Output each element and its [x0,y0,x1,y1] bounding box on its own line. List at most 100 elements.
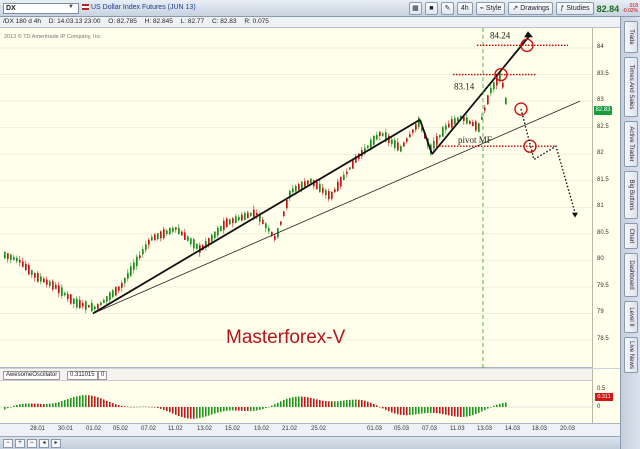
oscillator-bar [67,399,69,407]
candle-body [145,244,147,250]
zoom-out-icon[interactable]: − [3,439,13,448]
right-sidebar: Trade Times And Sales Active Trader Big But… [620,17,640,449]
candle-body [499,71,501,81]
candle-body [151,237,153,241]
drawings-label: Drawings [520,5,550,12]
oscillator-bar [391,407,393,413]
oscillator-bar [55,402,57,407]
oscillator-bar [211,407,213,415]
style-button[interactable]: ⌁ Style [475,2,506,15]
candle-body [70,294,72,304]
oscillator-bar [91,395,93,407]
oscillator-bar [79,395,81,407]
candle-body [103,299,105,303]
price-tick: 84 [597,44,604,50]
grid-icon[interactable]: ▦ [408,2,422,15]
interval-button[interactable]: 4h [456,2,473,15]
candle-body [487,95,489,105]
oscillator-bar [127,406,129,408]
candle-body [61,287,63,296]
oscillator-panel[interactable] [0,381,592,423]
oscillator-bar [490,407,492,408]
oscillator-bar [499,403,501,407]
style-label: Style [485,5,502,12]
watermark: Masterforex-V [226,327,346,348]
candle-body [262,219,264,225]
oscillator-bar [196,407,198,419]
oscillator-bar [97,397,99,407]
drawings-button[interactable]: ↗ Drawings [508,2,554,15]
time-tick: 01.02 [86,426,102,432]
scroll-left-icon[interactable]: ◂ [39,439,49,448]
oscillator-bar [268,406,270,408]
candle-body [40,276,42,282]
oscillator-bar [151,406,153,408]
candle-body [16,257,18,262]
oscillator-bar [106,400,108,407]
oscillator-bar [199,407,201,419]
sidebar-tab-level-ii[interactable]: Level II [624,301,638,333]
fit-icon[interactable]: ⇔ [27,439,37,448]
oscillator-bar [262,407,264,410]
candle-body [283,211,285,216]
candle-body [58,285,60,294]
sidebar-tab-times-and-sales[interactable]: Times And Sales [624,57,638,117]
lock-icon[interactable]: ■ [424,2,438,15]
oscillator-bar [154,407,156,408]
candle-body [256,212,258,215]
symbol-input[interactable]: DX [3,3,79,14]
price-axis[interactable]: 84 83.5 83 82.83 82.5 82 81.5 81 80.5 80… [592,28,620,368]
studies-button[interactable]: ƒ Studies [556,2,594,15]
oscillator-bar [163,407,165,410]
highlight-circle [494,67,508,82]
time-tick: 15.02 [225,426,241,432]
time-axis[interactable]: 28.01 30.01 01.02 05.02 07.02 11.02 13.02 15.02… [0,423,620,436]
candle-body [82,303,84,307]
oscillator-bar [487,407,489,409]
sidebar-tab-trade[interactable]: Trade [624,21,638,53]
osc-tick: 0.5 [597,386,606,392]
sidebar-tab-dashboard[interactable]: Dashboard [624,253,638,297]
candle-body [466,117,468,124]
oscillator-bar [454,407,456,417]
candle-body [184,232,186,240]
sidebar-tab-label: Chart [628,228,634,244]
oscillator-bar [412,407,414,415]
oscillator-bar [307,397,309,407]
sidebar-tab-live-news[interactable]: Live News [624,337,638,373]
oscillator-bar [367,401,369,407]
price-tick: 83 [597,97,604,103]
scroll-right-icon[interactable]: ▸ [51,439,61,448]
pencil-icon[interactable]: ✎ [440,2,454,15]
candle-body [244,212,246,220]
candle-body [319,183,321,192]
price-tick: 80 [597,256,604,262]
oscillator-bar [343,400,345,407]
oscillator-bar [265,407,267,409]
oscillator-bar [340,400,342,407]
candle-body [166,230,168,235]
oscillator-bar [4,407,6,410]
oscillator-bar [433,407,435,413]
price-chart[interactable]: 84.24 83.14 pivot MF [0,28,592,368]
oscillator-bar [316,399,318,407]
oscillator-bar [40,403,42,407]
candle-body [394,140,396,148]
sidebar-tab-active-trader[interactable]: Active Trader [624,121,638,167]
sidebar-tab-big-buttons[interactable]: Big Buttons [624,171,638,219]
sidebar-tab-label: Big Buttons [628,179,634,211]
candle-body [118,286,120,291]
oscillator-bar [148,406,150,408]
price-tick: 79.5 [597,283,609,289]
oscillator-bar [160,407,162,409]
osc-tick: 0 [597,404,601,410]
sidebar-tab-chart[interactable]: Chart [624,223,638,249]
trendline-pullback [419,119,433,155]
oscillator-name[interactable]: AwesomeOscillator [3,371,61,380]
oscillator-bar [337,401,339,407]
candle-body [208,238,210,245]
symbol-dropdown-icon[interactable]: ▼ [68,4,74,10]
zoom-in-icon[interactable]: + [15,439,25,448]
oscillator-bar [247,407,249,412]
oscillator-bar [286,398,288,407]
